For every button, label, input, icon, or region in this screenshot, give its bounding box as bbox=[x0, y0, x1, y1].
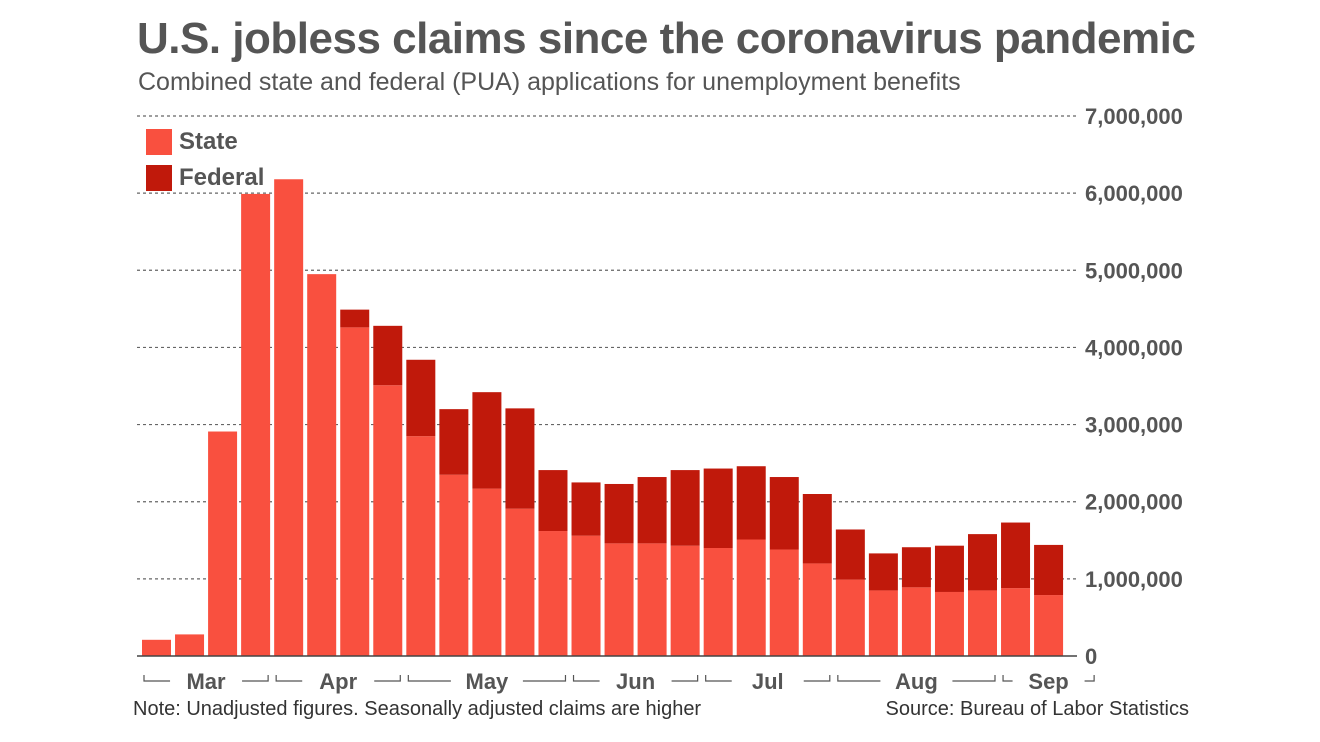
legend-swatch-federal bbox=[146, 165, 172, 191]
bar-federal bbox=[868, 553, 898, 591]
month-bracket-left bbox=[143, 675, 171, 682]
bars bbox=[142, 179, 1064, 656]
bar-state bbox=[802, 563, 832, 656]
y-axis: 0 1,000,000 2,000,000 3,000,000 4,000,000 5,0… bbox=[1085, 104, 1183, 669]
bar-state bbox=[637, 543, 667, 656]
month-bracket-left bbox=[705, 675, 732, 682]
bar-federal bbox=[637, 477, 667, 544]
source-credit: Source: Bureau of Labor Statistics bbox=[885, 698, 1190, 720]
bar-state bbox=[670, 545, 700, 656]
month-bracket-left bbox=[275, 675, 303, 682]
bar-federal bbox=[571, 482, 601, 536]
month-label: May bbox=[466, 669, 510, 694]
bar-state bbox=[340, 327, 370, 656]
bar-state bbox=[439, 474, 469, 656]
month-bracket-right bbox=[374, 675, 401, 682]
bar-federal bbox=[340, 309, 370, 328]
bar-state bbox=[835, 579, 865, 656]
month-bracket-right bbox=[1084, 675, 1095, 682]
month-label: Jul bbox=[752, 669, 784, 694]
bar-state bbox=[868, 590, 898, 656]
month-bracket-right bbox=[671, 675, 699, 682]
bar-state bbox=[968, 590, 997, 656]
bar-federal bbox=[1001, 522, 1031, 589]
bar-federal bbox=[835, 529, 865, 580]
bar-state bbox=[307, 274, 337, 656]
bar-federal bbox=[604, 483, 634, 544]
bar-federal bbox=[703, 468, 733, 548]
chart-title: U.S. jobless claims since the coronaviru… bbox=[137, 14, 1196, 63]
bar-state bbox=[142, 639, 171, 656]
month-bracket-right bbox=[522, 675, 567, 682]
month-label: Sep bbox=[1028, 669, 1068, 694]
bar-state bbox=[208, 431, 238, 656]
bar-state bbox=[934, 591, 964, 656]
month-label: Aug bbox=[895, 669, 938, 694]
bar-federal bbox=[802, 494, 832, 564]
y-tick-label: 7,000,000 bbox=[1085, 104, 1183, 129]
legend-label-federal: Federal bbox=[179, 164, 265, 191]
bar-federal bbox=[439, 409, 469, 475]
bar-state bbox=[406, 436, 436, 656]
bar-state bbox=[538, 531, 568, 656]
month-bracket-left bbox=[407, 675, 451, 682]
bar-federal bbox=[670, 470, 700, 546]
bar-federal bbox=[968, 534, 997, 591]
bar-federal bbox=[538, 470, 568, 532]
legend: State Federal bbox=[146, 124, 264, 196]
y-tick-label: 6,000,000 bbox=[1085, 181, 1183, 206]
y-tick-label: 0 bbox=[1085, 644, 1097, 669]
y-tick-label: 2,000,000 bbox=[1085, 490, 1183, 515]
y-tick-label: 4,000,000 bbox=[1085, 335, 1183, 360]
bar-state bbox=[241, 193, 271, 656]
chart-subtitle: Combined state and federal (PUA) applica… bbox=[138, 68, 961, 96]
bar-state bbox=[736, 539, 766, 656]
bar-federal bbox=[1034, 544, 1064, 596]
legend-item-federal: Federal bbox=[146, 160, 264, 196]
bar-state bbox=[175, 634, 205, 656]
bar-state bbox=[604, 543, 634, 656]
month-label: Jun bbox=[616, 669, 655, 694]
bar-federal bbox=[901, 547, 931, 588]
bar-state bbox=[901, 587, 931, 656]
month-bracket-left bbox=[1002, 675, 1013, 682]
bar-state bbox=[1034, 595, 1064, 656]
month-bracket-right bbox=[952, 675, 996, 682]
month-label: Apr bbox=[319, 669, 357, 694]
month-label: Mar bbox=[186, 669, 226, 694]
bar-federal bbox=[769, 477, 799, 550]
month-bracket-right bbox=[242, 675, 269, 682]
bar-state bbox=[1001, 588, 1031, 656]
footnote: Note: Unadjusted figures. Seasonally adj… bbox=[133, 698, 702, 720]
bar-state bbox=[274, 179, 304, 656]
bar-state bbox=[373, 385, 403, 656]
legend-item-state: State bbox=[146, 124, 264, 160]
bar-federal bbox=[736, 466, 766, 540]
legend-swatch-state bbox=[146, 129, 172, 155]
y-tick-label: 5,000,000 bbox=[1085, 258, 1183, 283]
bar-state bbox=[571, 535, 601, 656]
legend-label-state: State bbox=[179, 128, 238, 155]
month-bracket-right bbox=[803, 675, 831, 682]
month-labels: Mar Apr May Jun Jul Aug Sep bbox=[143, 669, 1095, 694]
bar-state bbox=[505, 508, 535, 656]
y-tick-label: 3,000,000 bbox=[1085, 413, 1183, 438]
bar-federal bbox=[505, 408, 535, 509]
bar-state bbox=[703, 548, 733, 656]
bar-federal bbox=[406, 359, 436, 437]
bar-federal bbox=[472, 392, 502, 489]
month-bracket-left bbox=[837, 675, 881, 682]
y-tick-label: 1,000,000 bbox=[1085, 567, 1183, 592]
bar-state bbox=[472, 488, 502, 656]
month-bracket-left bbox=[572, 675, 600, 682]
bar-state bbox=[769, 549, 799, 656]
bar-federal bbox=[373, 325, 403, 386]
bar-federal bbox=[934, 545, 964, 592]
